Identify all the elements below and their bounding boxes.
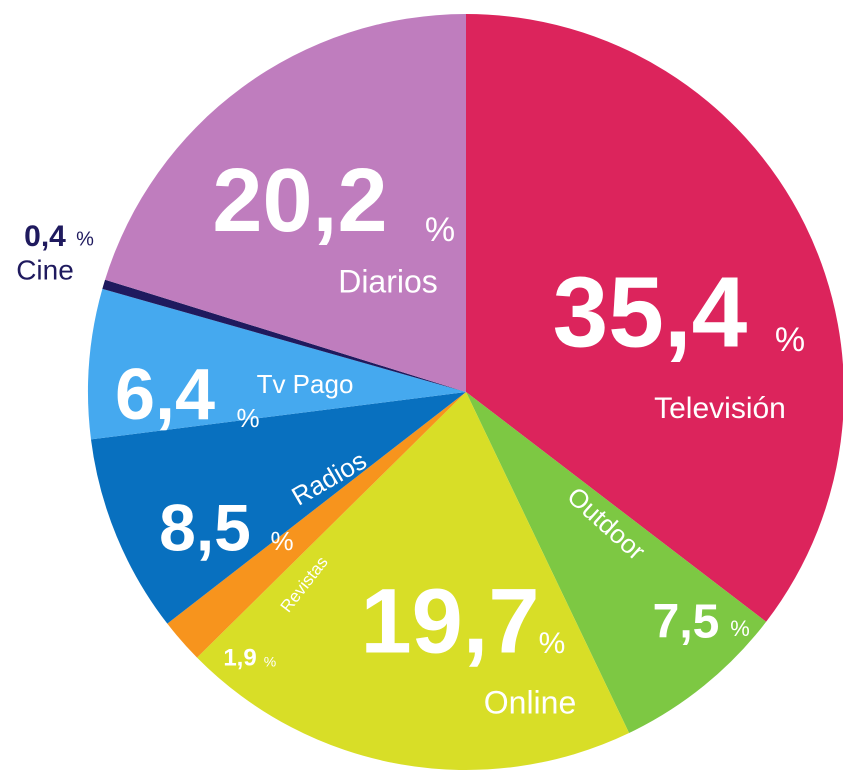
pie-slice bbox=[466, 392, 767, 734]
category-label: Online bbox=[484, 684, 577, 720]
pie-slice bbox=[466, 14, 843, 622]
category-label: Diarios bbox=[338, 263, 438, 299]
value-label: 1,9 bbox=[223, 644, 256, 671]
pie-slice bbox=[167, 392, 466, 658]
category-label: Cine bbox=[16, 254, 74, 285]
pie-slice bbox=[87, 288, 466, 440]
percent-sign: % bbox=[775, 321, 805, 359]
pie-slice bbox=[197, 392, 630, 770]
value-label: 6,4 bbox=[115, 355, 215, 435]
percent-sign: % bbox=[264, 654, 276, 670]
percent-sign: % bbox=[76, 228, 94, 250]
pie-slice bbox=[90, 392, 466, 624]
value-label: 20,2 bbox=[212, 151, 387, 251]
value-label: 8,5 bbox=[159, 490, 251, 564]
pie-slice bbox=[102, 279, 466, 392]
value-label: 0,4 bbox=[24, 220, 66, 253]
percent-sign: % bbox=[425, 211, 455, 249]
percent-sign: % bbox=[539, 627, 566, 660]
value-label: 7,5 bbox=[653, 596, 720, 649]
pie-slice bbox=[105, 14, 466, 392]
value-label: 35,4 bbox=[553, 256, 748, 368]
value-label: 19,7 bbox=[360, 570, 539, 672]
category-label: Televisión bbox=[654, 392, 786, 425]
percent-sign: % bbox=[236, 403, 259, 433]
percent-sign: % bbox=[270, 526, 293, 556]
category-label: Tv Pago bbox=[257, 369, 354, 399]
percent-sign: % bbox=[730, 616, 750, 641]
